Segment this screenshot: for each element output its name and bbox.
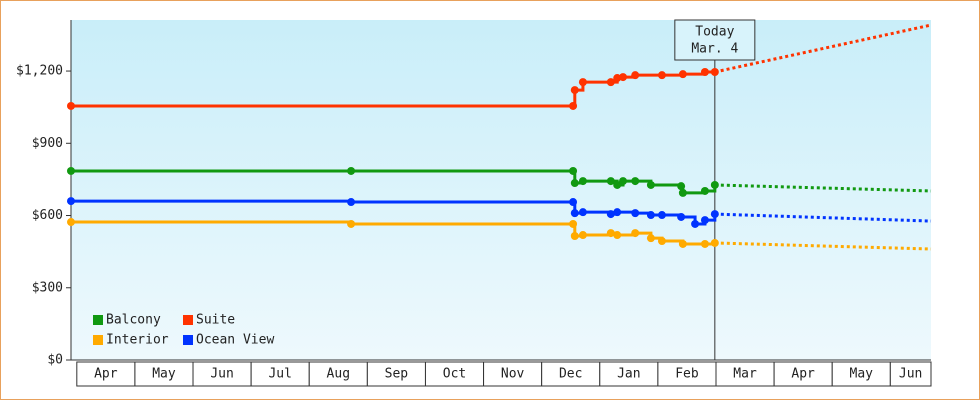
point [347, 166, 356, 175]
point [700, 68, 709, 77]
today-box [674, 19, 756, 61]
month-cell [76, 361, 136, 387]
point [710, 210, 719, 219]
month-cell [715, 361, 775, 387]
legend-label: Balcony [106, 313, 161, 328]
legend-swatch [183, 315, 193, 325]
point [569, 166, 578, 175]
point [619, 73, 628, 82]
point [578, 177, 587, 186]
point [570, 209, 579, 218]
y-tick-label: $900 [32, 136, 63, 151]
point [631, 71, 640, 80]
x-tick-label: Nov [501, 367, 525, 382]
forecast-line [714, 241, 932, 251]
x-tick-label: Apr [94, 367, 118, 382]
point [678, 239, 687, 248]
point [347, 219, 356, 228]
point [67, 101, 75, 110]
point [657, 211, 666, 220]
point [646, 211, 655, 220]
today-label: Today [695, 25, 734, 40]
month-cell [308, 361, 368, 387]
x-tick-label: Feb [675, 367, 699, 382]
x-tick-label: Apr [791, 367, 815, 382]
point [613, 180, 622, 189]
x-tick-label: Mar [733, 367, 757, 382]
forecast-line [714, 183, 932, 193]
legend-label: Ocean View [196, 333, 274, 348]
point [700, 239, 709, 248]
point [570, 231, 579, 240]
point [613, 231, 622, 240]
point [606, 210, 615, 219]
today-label: Mar. 4 [691, 42, 738, 57]
x-tick-label: Jun [899, 367, 922, 382]
point [578, 78, 587, 87]
y-tick-label: $300 [32, 280, 63, 295]
x-tick-label: Aug [327, 367, 350, 382]
y-tick-label: $0 [47, 353, 63, 368]
point [700, 186, 709, 195]
month-cell [889, 361, 932, 387]
point [691, 219, 700, 228]
month-cell [599, 361, 659, 387]
point [606, 177, 615, 186]
point [710, 238, 719, 247]
point [646, 180, 655, 189]
point [631, 209, 640, 218]
x-tick-label: May [850, 367, 874, 382]
point [710, 68, 719, 77]
month-cell [483, 361, 543, 387]
legend-swatch [93, 335, 103, 345]
x-tick-label: Jul [268, 367, 291, 382]
forecast-line [714, 212, 932, 223]
point [569, 101, 578, 110]
month-cell [134, 361, 194, 387]
point [657, 237, 666, 246]
plot-area [71, 20, 931, 360]
point [67, 197, 75, 206]
point [578, 231, 587, 240]
point [619, 177, 628, 186]
x-tick-label: Jan [617, 367, 640, 382]
point [646, 234, 655, 243]
legend-swatch [93, 315, 103, 325]
point [631, 177, 640, 186]
point [570, 179, 579, 188]
point [569, 219, 578, 228]
legend-label: Suite [196, 313, 235, 328]
month-cell [773, 361, 833, 387]
point [678, 188, 687, 197]
point [606, 229, 615, 238]
point [578, 208, 587, 217]
point [606, 78, 615, 87]
x-tick-label: Oct [443, 367, 466, 382]
point [347, 198, 356, 207]
point [67, 166, 75, 175]
legend-swatch [183, 335, 193, 345]
point [677, 212, 686, 221]
month-cell [192, 361, 252, 387]
x-tick-label: Jun [210, 367, 233, 382]
x-tick-label: Sep [385, 367, 409, 382]
point [677, 182, 686, 191]
y-tick-label: $1,200 [16, 64, 63, 79]
x-tick-label: Dec [559, 367, 582, 382]
point [657, 71, 666, 80]
point [67, 218, 75, 227]
point [678, 70, 687, 79]
month-cell [250, 361, 310, 387]
x-tick-label: May [152, 367, 176, 382]
point [570, 86, 579, 95]
point [700, 216, 709, 225]
legend-label: Interior [106, 333, 169, 348]
point [569, 198, 578, 207]
point [631, 229, 640, 238]
forecast-line [714, 23, 932, 74]
point [710, 180, 719, 189]
y-tick-label: $600 [32, 208, 63, 223]
point [613, 208, 622, 217]
